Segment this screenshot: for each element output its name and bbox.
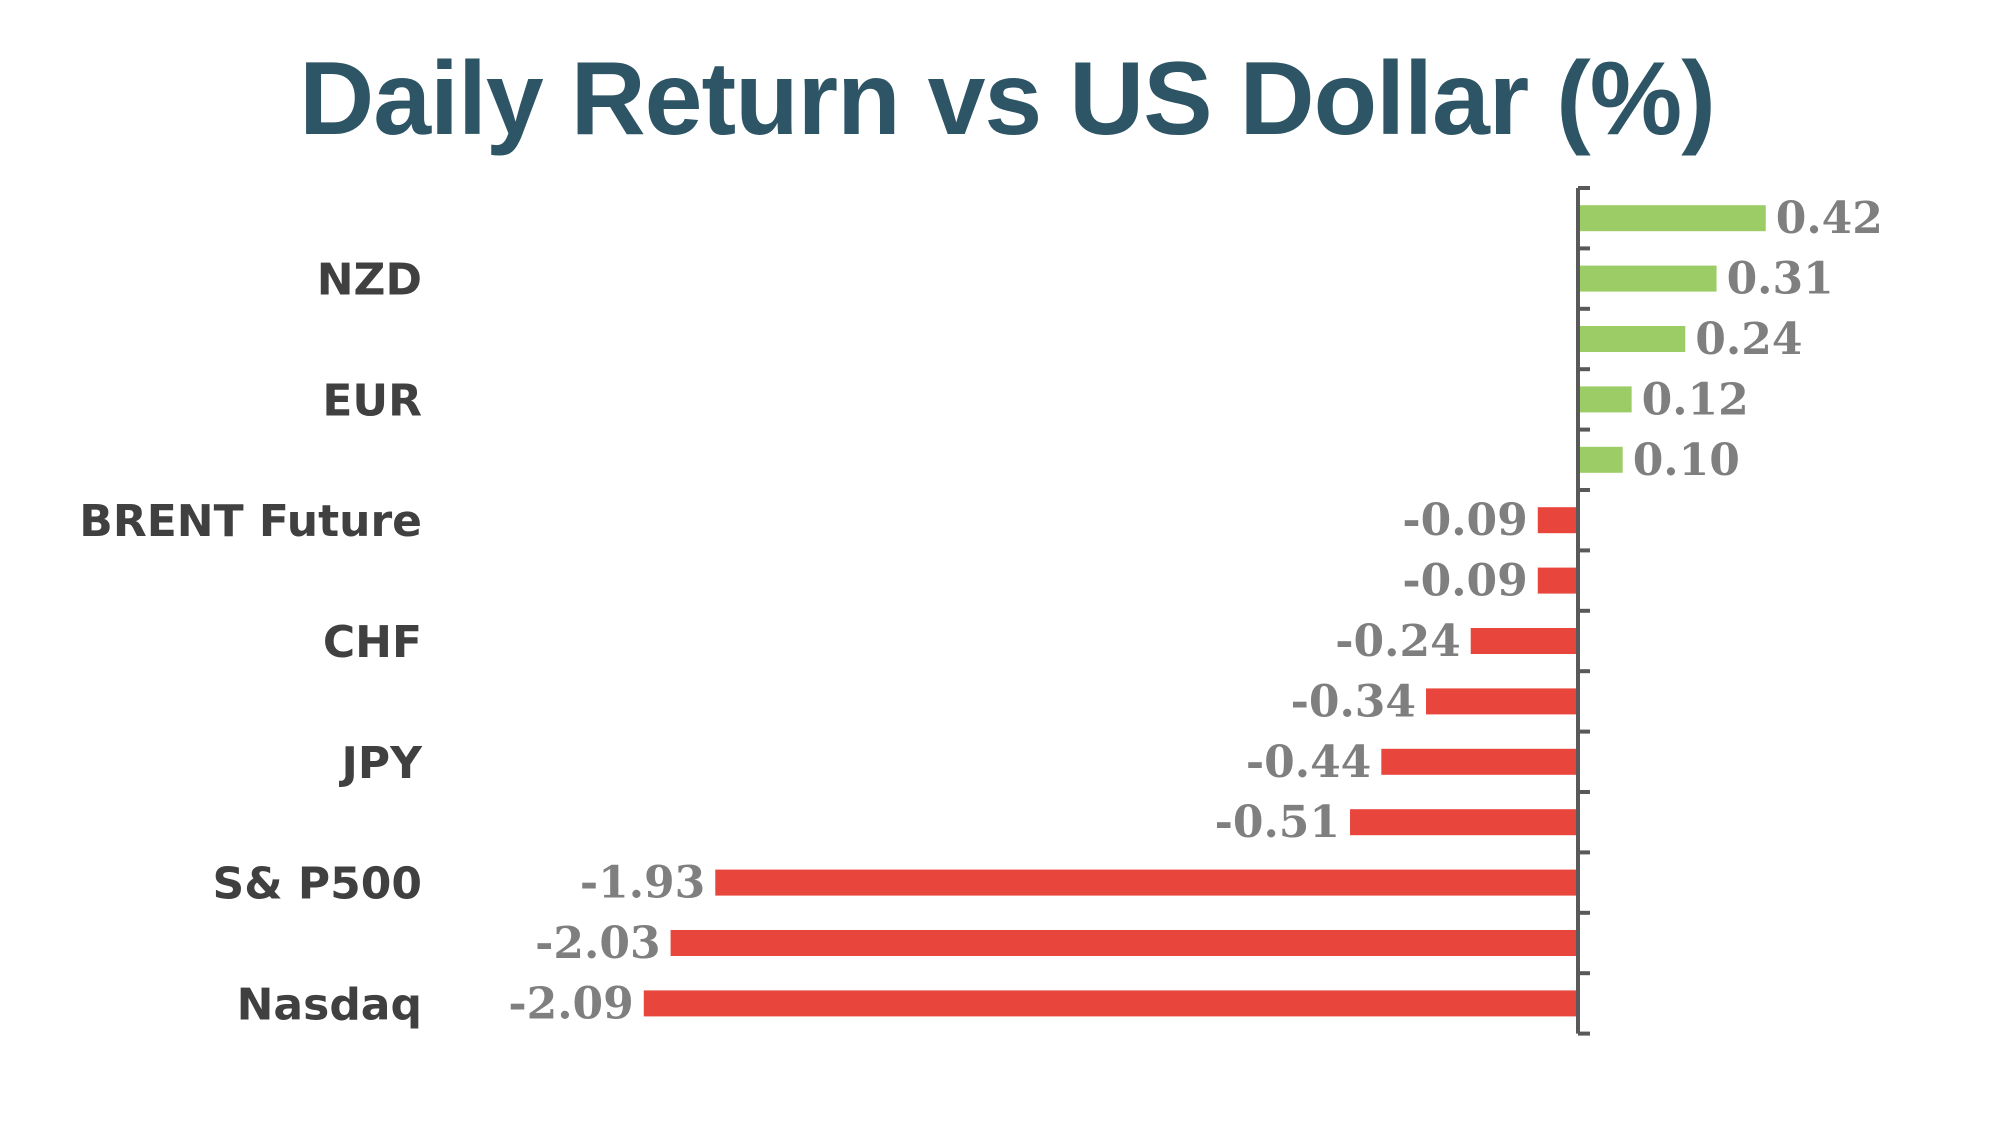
bar-11 [715, 869, 1578, 896]
value-label-12: -2.03 [535, 918, 660, 969]
category-label-7: CHF [323, 617, 422, 668]
category-label-3: EUR [322, 375, 422, 426]
bar-13 [643, 990, 1578, 1017]
value-label-2: 0.24 [1695, 314, 1802, 365]
value-label-5: -0.09 [1402, 495, 1527, 546]
value-label-1: 0.31 [1727, 254, 1834, 305]
bar-8 [1426, 688, 1578, 715]
bar-5 [1537, 507, 1578, 534]
bar-7 [1470, 628, 1578, 654]
value-label-6: -0.09 [1402, 556, 1527, 607]
value-label-8: -0.34 [1291, 676, 1416, 727]
chart-title: Daily Return vs US Dollar (%) [299, 41, 1716, 157]
category-label-9: JPY [339, 738, 424, 789]
bar-6 [1537, 567, 1578, 594]
bar-9 [1381, 748, 1578, 775]
bar-1 [1578, 265, 1717, 292]
bar-12 [670, 930, 1578, 956]
category-label-11: S& P500 [213, 859, 422, 910]
value-label-4: 0.10 [1633, 435, 1740, 486]
value-label-9: -0.44 [1246, 737, 1371, 788]
category-label-13: Nasdaq [237, 979, 422, 1030]
value-label-0: 0.42 [1776, 193, 1883, 244]
value-label-3: 0.12 [1642, 374, 1749, 425]
bar-0 [1578, 205, 1766, 232]
category-label-5: BRENT Future [79, 496, 422, 547]
bar-4 [1578, 446, 1623, 473]
value-label-7: -0.24 [1335, 616, 1460, 667]
value-label-13: -2.09 [508, 978, 633, 1029]
bar-10 [1350, 809, 1578, 836]
bar-3 [1578, 386, 1632, 413]
category-label-1: NZD [317, 255, 422, 306]
value-label-11: -1.93 [580, 858, 705, 909]
bar-2 [1578, 326, 1686, 352]
value-label-10: -0.51 [1215, 797, 1340, 848]
